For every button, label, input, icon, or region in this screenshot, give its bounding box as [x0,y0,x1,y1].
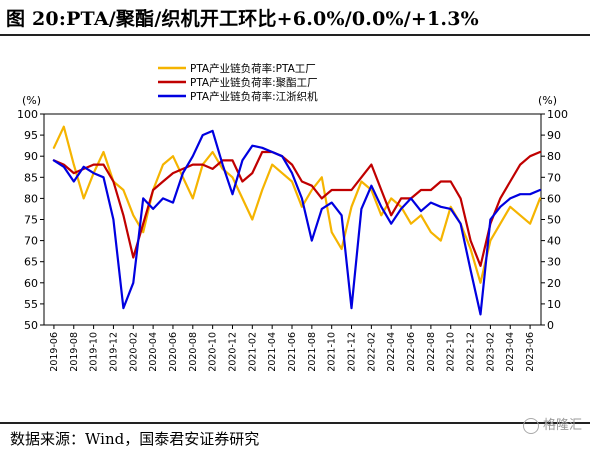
watermark-icon [522,417,539,434]
x-tick-label: 2019-12 [108,332,119,372]
x-tick-label: 2022-02 [366,332,377,372]
left-tick-label: 55 [24,298,38,311]
left-tick-label: 50 [24,319,38,332]
x-tick-label: 2022-10 [446,332,457,372]
x-tick-label: 2020-02 [128,332,139,372]
x-tick-label: 2021-04 [267,332,278,372]
left-tick-label: 75 [24,214,38,227]
x-tick-label: 2022-12 [466,332,477,372]
right-tick-label: 40 [547,235,561,248]
legend: PTA产业链负荷率:PTA工厂PTA产业链负荷率:聚酯工厂PTA产业链负荷率:江… [158,62,318,103]
right-tick-label: 80 [547,150,561,163]
x-tick-label: 2019-10 [89,332,100,372]
left-tick-label: 65 [24,256,38,269]
source-divider [0,422,590,424]
left-tick-label: 85 [24,171,38,184]
axes: 50 55 60 65 70 75 80 85 90 95 100 0 10 20 30 40 50 60 70 80… [17,108,568,372]
legend-label: PTA产业链负荷率:聚酯工厂 [190,76,318,89]
right-axis-unit: (%) [538,94,557,107]
source-note: 数据来源：Wind，国泰君安证券研究 [10,430,260,448]
x-tick-label: 2023-04 [505,332,516,372]
line-chart: PTA产业链负荷率:PTA工厂PTA产业链负荷率:聚酯工厂PTA产业链负荷率:江… [17,62,568,372]
x-tick-label: 2021-02 [247,332,258,372]
legend-label: PTA产业链负荷率:江浙织机 [190,90,318,103]
left-tick-label: 80 [24,192,38,205]
left-tick-label: 95 [24,129,38,142]
right-tick-label: 60 [547,192,561,205]
right-tick-label: 90 [547,129,561,142]
right-tick-label: 0 [547,319,554,332]
series-line [52,129,542,316]
x-tick-label: 2021-08 [307,332,318,372]
series-line [52,125,542,284]
x-tick-label: 2020-12 [227,332,238,372]
right-tick-label: 50 [547,214,561,227]
right-tick-label: 20 [547,277,561,290]
left-tick-label: 100 [17,108,38,121]
watermark: 格隆汇 [522,414,582,434]
x-tick-label: 2020-04 [148,332,159,372]
title-divider [0,34,590,36]
x-tick-label: 2022-04 [386,332,397,372]
left-tick-label: 70 [24,235,38,248]
x-tick-label: 2021-10 [327,332,338,372]
x-tick-label: 2019-06 [49,332,60,372]
x-tick-label: 2020-06 [168,332,179,372]
x-tick-label: 2021-12 [347,332,358,372]
right-tick-label: 70 [547,171,561,184]
x-tick-label: 2019-08 [69,332,80,372]
x-tick-label: 2023-06 [525,332,536,372]
x-tick-label: 2021-06 [287,332,298,372]
x-tick-label: 2023-02 [485,332,496,372]
x-tick-label: 2022-06 [406,332,417,372]
legend-label: PTA产业链负荷率:PTA工厂 [190,62,316,75]
x-tick-label: 2020-08 [188,332,199,372]
series-lines [52,125,542,316]
x-tick-label: 2022-08 [426,332,437,372]
right-tick-label: 100 [547,108,568,121]
series-line [52,150,542,267]
chart-title: 图 20:PTA/聚酯/织机开工环比+6.0%/0.0%/+1.3% [6,8,479,30]
left-axis-unit: (%) [22,94,41,107]
left-tick-label: 60 [24,277,38,290]
x-tick-label: 2020-10 [208,332,219,372]
right-tick-label: 10 [547,298,561,311]
left-tick-label: 90 [24,150,38,163]
right-tick-label: 30 [547,256,561,269]
watermark-text: 格隆汇 [542,418,582,433]
